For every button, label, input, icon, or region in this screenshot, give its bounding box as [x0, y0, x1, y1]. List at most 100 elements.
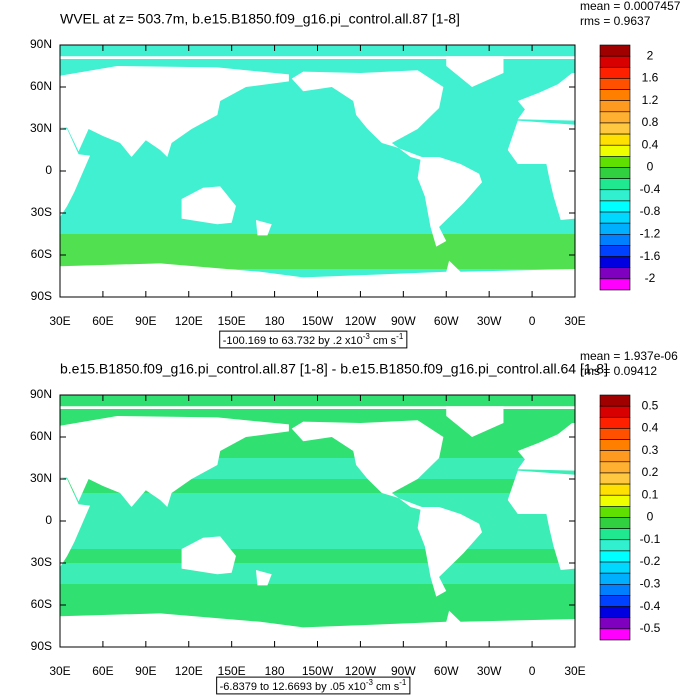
rms-label: rms = 0.09412 [580, 364, 657, 378]
lon-label: 150W [302, 314, 334, 328]
lon-label: 30E [564, 664, 585, 678]
colorbar-box [599, 78, 631, 90]
colorbar-box [599, 89, 631, 101]
colorbar-box [599, 506, 631, 518]
land [517, 423, 575, 471]
land [255, 570, 272, 586]
info-exp: -1 [399, 678, 407, 687]
colorbar-box [599, 144, 631, 157]
info-exp: -1 [396, 332, 404, 341]
lon-label: 90W [391, 314, 416, 328]
lon-label: 90E [135, 664, 156, 678]
colorbar-label: -1.2 [640, 226, 661, 240]
colorbar-box [599, 189, 631, 202]
colorbar-box [599, 494, 631, 507]
colorbar-box [599, 245, 631, 257]
info-exp: -3 [363, 332, 371, 341]
colorbar-box [599, 211, 631, 224]
land [291, 70, 483, 247]
lat-label: 0 [45, 513, 52, 527]
lon-label: 150E [218, 314, 246, 328]
colorbar-box [599, 55, 631, 68]
lon-label: 60W [434, 664, 459, 678]
colorbar-label: 0 [647, 160, 654, 174]
colorbar-label: 0.4 [642, 137, 659, 151]
land [60, 610, 575, 647]
info-unit: cm s [370, 335, 397, 347]
colorbar-label: 0.3 [642, 443, 659, 457]
land [255, 220, 272, 236]
colorbar-box [599, 133, 631, 146]
lon-label: 180 [265, 314, 285, 328]
colorbar-box [599, 167, 631, 179]
colorbar-label: 0 [647, 510, 654, 524]
panel-title: WVEL at z= 503.7m, b.e15.B1850.f09_g16.p… [60, 11, 460, 27]
field-band [60, 493, 575, 549]
info-text: -6.8379 to 12.6693 by .05 x10 [220, 681, 366, 693]
colorbar-box [599, 256, 631, 269]
land [60, 66, 289, 157]
map-panel: WVEL at z= 503.7m, b.e15.B1850.f09_g16.p… [30, 0, 681, 349]
land [60, 127, 91, 218]
lat-label: 60N [30, 79, 52, 93]
colorbar-box [599, 595, 631, 607]
colorbar-box [599, 66, 631, 79]
colorbar-box [599, 100, 631, 113]
colorbar-box [599, 178, 631, 191]
lon-label: 60E [92, 664, 113, 678]
land [60, 416, 289, 507]
lon-label: 60W [434, 314, 459, 328]
colorbar-box [599, 450, 631, 463]
lat-label: 60S [31, 597, 52, 611]
map-panel: b.e15.B1850.f09_g16.pi_control.all.87 [1… [30, 349, 678, 695]
colorbar-box [599, 278, 631, 291]
colorbar-label: -0.4 [640, 599, 661, 613]
colorbar-box [599, 517, 631, 529]
map-field [60, 45, 575, 297]
colorbar-label: -0.3 [640, 576, 661, 590]
colorbar-label: -0.8 [640, 204, 661, 218]
lon-label: 120E [175, 664, 203, 678]
colorbar-box [599, 122, 631, 135]
lat-label: 90S [31, 289, 52, 303]
lon-label: 30W [477, 664, 502, 678]
land [446, 406, 504, 437]
colorbar-label: -0.4 [640, 182, 661, 196]
land [446, 56, 504, 87]
colorbar-label: -2 [645, 271, 656, 285]
lat-label: 0 [45, 163, 52, 177]
mean-label: mean = 0.0007457 [580, 0, 681, 13]
colorbar-box [599, 44, 631, 57]
lat-label: 30N [30, 471, 52, 485]
info-text: -100.169 to 63.732 by .2 x10 [223, 335, 363, 347]
colorbar-box [599, 572, 631, 585]
lat-label: 30S [31, 555, 52, 569]
colorbar-box [599, 561, 631, 574]
land [181, 536, 236, 575]
lat-label: 90N [30, 37, 52, 51]
colorbar-box [599, 416, 631, 429]
colorbar-label: -1.6 [640, 249, 661, 263]
panel-title: b.e15.B1850.f09_g16.pi_control.all.87 [1… [60, 361, 608, 377]
field-band [60, 563, 575, 584]
colorbar-box [599, 539, 631, 552]
land [60, 260, 575, 297]
land [517, 73, 575, 121]
lon-label: 30W [477, 314, 502, 328]
info-unit: cm s [373, 681, 400, 693]
colorbar-label: 0.8 [642, 115, 659, 129]
lon-label: 120W [345, 664, 377, 678]
lon-label: 120W [345, 314, 377, 328]
info-box [216, 676, 411, 695]
land [60, 477, 91, 568]
map-field [60, 395, 575, 647]
colorbar-box [599, 617, 631, 630]
colorbar-box [599, 606, 631, 619]
lon-label: 30E [49, 664, 70, 678]
lat-label: 90N [30, 387, 52, 401]
colorbar-box [599, 428, 631, 440]
colorbar-label: 1.6 [642, 71, 659, 85]
colorbar-box [599, 528, 631, 541]
colorbar-box [599, 584, 631, 596]
lon-label: 30E [49, 314, 70, 328]
